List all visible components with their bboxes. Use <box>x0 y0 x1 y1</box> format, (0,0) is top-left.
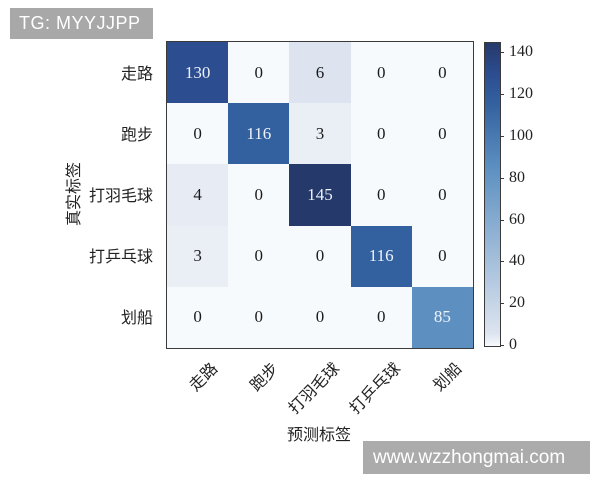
y-tick-label: 跑步 <box>120 126 153 144</box>
x-tick-label: 打羽毛球 <box>285 360 344 418</box>
y-tick-label: 走路 <box>120 65 153 83</box>
colorbar-tick-label: 80 <box>509 168 525 186</box>
y-tick-label: 划船 <box>120 310 153 328</box>
heatmap-cell: 0 <box>411 103 473 165</box>
heatmap-cell: 130 <box>167 42 229 104</box>
heatmap-cell: 0 <box>228 225 290 287</box>
colorbar-tick <box>500 303 504 305</box>
heatmap-cell: 0 <box>411 225 473 287</box>
colorbar-tick <box>500 261 504 263</box>
heatmap-cell: 0 <box>167 103 229 165</box>
heatmap-grid: 130 0 6 0 0 0 116 3 0 0 4 0 145 0 0 3 0 0 116 0 0 0 0 0 85 <box>166 41 474 349</box>
heatmap-cell: 0 <box>289 286 351 348</box>
colorbar-tick <box>500 94 504 96</box>
heatmap-cell: 116 <box>228 103 290 165</box>
colorbar-tick-label: 60 <box>509 210 525 228</box>
heatmap-cell: 0 <box>350 286 412 348</box>
heatmap-cell: 0 <box>411 42 473 104</box>
y-tick-label: 打羽毛球 <box>88 187 153 205</box>
y-axis-tick-labels: 走路跑步打羽毛球打乒乓球划船 <box>0 41 159 347</box>
x-tick-label: 打乒乓球 <box>347 360 405 418</box>
heatmap-cell: 0 <box>228 42 290 104</box>
colorbar-tick <box>500 136 504 138</box>
heatmap-cell: 0 <box>289 225 351 287</box>
heatmap-cell: 0 <box>350 103 412 165</box>
x-axis-title: 预测标签 <box>286 427 352 444</box>
x-tick-label: 跑步 <box>247 360 283 395</box>
colorbar <box>484 42 501 347</box>
heatmap-cell: 4 <box>167 164 229 226</box>
heatmap-cell: 6 <box>289 42 351 104</box>
y-tick-label: 打乒乓球 <box>88 249 153 267</box>
colorbar-tick <box>500 345 504 346</box>
heatmap-cell: 0 <box>411 164 473 226</box>
colorbar-tick-label: 40 <box>509 252 525 270</box>
colorbar-tick <box>500 219 504 221</box>
heatmap-cell: 3 <box>289 103 351 165</box>
heatmap-cell: 116 <box>350 225 412 287</box>
heatmap-cell: 0 <box>350 164 412 226</box>
heatmap-cell: 0 <box>167 286 229 348</box>
heatmap-cell: 0 <box>228 286 290 348</box>
watermark: www.wzzhongmai.com <box>363 441 590 474</box>
y-axis-title: 真实标签 <box>66 161 83 227</box>
colorbar-tick-label: 20 <box>509 294 525 312</box>
heatmap-cell: 0 <box>228 164 290 226</box>
colorbar-tick <box>500 52 504 54</box>
colorbar-tick <box>500 177 504 179</box>
colorbar-tick-label: 140 <box>509 43 533 61</box>
colorbar-tick-label: 0 <box>509 336 517 353</box>
colorbar-tick-label: 100 <box>509 127 533 145</box>
heatmap-cell: 145 <box>289 164 351 226</box>
heatmap-cell: 0 <box>350 42 412 104</box>
top-left-tag-badge: TG: MYYJJPP <box>10 8 153 39</box>
colorbar-tick-label: 120 <box>509 85 533 103</box>
heatmap-cell: 85 <box>411 286 473 348</box>
heatmap-cell: 3 <box>167 225 229 287</box>
x-tick-label: 划船 <box>431 360 466 395</box>
x-tick-label: 走路 <box>186 360 221 395</box>
